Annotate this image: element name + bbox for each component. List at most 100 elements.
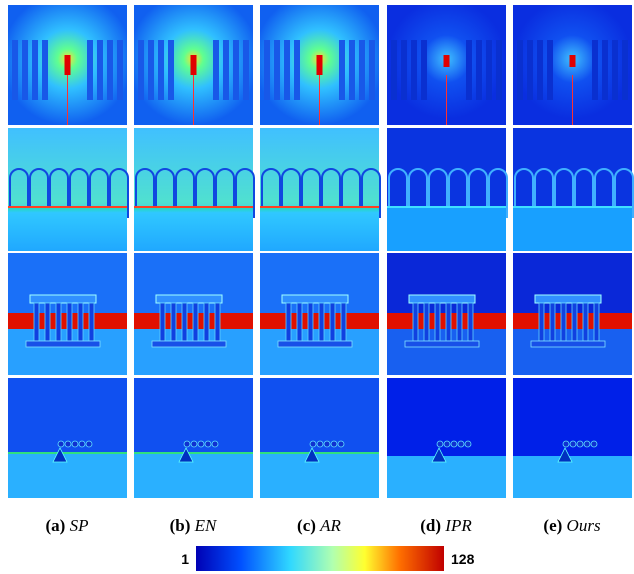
arch [408, 168, 428, 218]
sphere [450, 440, 458, 448]
hotspot [190, 55, 197, 75]
pillar [22, 40, 28, 100]
arch [135, 168, 155, 218]
heatmap-image [260, 128, 381, 251]
pillar [622, 40, 628, 100]
column [66, 302, 73, 342]
pillar [284, 40, 290, 100]
column [456, 302, 463, 342]
heatmap-image [134, 5, 253, 125]
pillar [107, 40, 113, 100]
cone [178, 447, 194, 463]
pillar [476, 40, 482, 100]
arch [488, 168, 508, 218]
sphere [71, 440, 79, 448]
caption-label: (a) [46, 516, 66, 535]
pillar [421, 40, 427, 100]
column [55, 302, 62, 342]
heatmap-image [513, 5, 632, 125]
column [340, 302, 347, 342]
arch [388, 168, 408, 218]
sphere [85, 440, 93, 448]
column [307, 302, 314, 342]
arch [195, 168, 215, 218]
pillar [97, 40, 103, 100]
hotspot [64, 55, 71, 75]
temple-roof [408, 294, 476, 304]
caption-method: AR [319, 516, 341, 535]
temple-base [25, 340, 101, 348]
pillar [401, 40, 407, 100]
caption-method: EN [194, 516, 218, 535]
floor [134, 206, 253, 251]
pillar [359, 40, 365, 100]
column [582, 302, 589, 342]
arch [594, 168, 614, 218]
caption-method: SP [70, 516, 89, 535]
caption-label: (d) [420, 516, 441, 535]
heatmap-image [260, 378, 379, 498]
heatmap-image [387, 128, 508, 251]
arch [341, 168, 361, 218]
cone [431, 447, 447, 463]
sphere [204, 440, 212, 448]
arch [554, 168, 574, 218]
pillar [411, 40, 417, 100]
arch [448, 168, 468, 218]
pillar [87, 40, 93, 100]
sphere [78, 440, 86, 448]
heatmap-image [134, 253, 253, 375]
heatmap-image [8, 253, 127, 375]
pillar [391, 40, 397, 100]
cone [557, 447, 573, 463]
column [467, 302, 474, 342]
sphere [576, 440, 584, 448]
arch [29, 168, 49, 218]
temple-roof [29, 294, 97, 304]
pillar [32, 40, 38, 100]
sphere [211, 440, 219, 448]
arch [215, 168, 235, 218]
arch [261, 168, 281, 218]
pillar [537, 40, 543, 100]
caption-label: (b) [170, 516, 191, 535]
heatmap-image [260, 253, 379, 375]
pillar [233, 40, 239, 100]
pillar [612, 40, 618, 100]
temple-roof [534, 294, 602, 304]
floor [387, 206, 506, 251]
arch [9, 168, 29, 218]
temple-base [404, 340, 480, 348]
column [538, 302, 545, 342]
arch [321, 168, 341, 218]
column [192, 302, 199, 342]
captions: (a) SP (b) EN (c) AR (d) IPR (e) Ours [46, 516, 601, 535]
pillar [117, 40, 123, 100]
pillar [223, 40, 229, 100]
pillar [42, 40, 48, 100]
caption: (e) Ours [543, 516, 601, 535]
sphere [562, 440, 570, 448]
floor [513, 456, 632, 498]
column [181, 302, 188, 342]
column [423, 302, 430, 342]
pillar [592, 40, 598, 100]
pillar [517, 40, 523, 100]
pillar [213, 40, 219, 100]
colorbar [196, 546, 444, 571]
caption: (c) AR [297, 516, 342, 535]
arch [574, 168, 594, 218]
column [44, 302, 51, 342]
pillar [527, 40, 533, 100]
pillar [496, 40, 502, 100]
pillar [466, 40, 472, 100]
arch [301, 168, 321, 218]
pillar [547, 40, 553, 100]
pillar [294, 40, 300, 100]
arch [109, 168, 129, 218]
pillar [243, 40, 249, 100]
sphere [190, 440, 198, 448]
sphere [183, 440, 191, 448]
caption: (b) EN [170, 516, 218, 535]
pillar [168, 40, 174, 100]
